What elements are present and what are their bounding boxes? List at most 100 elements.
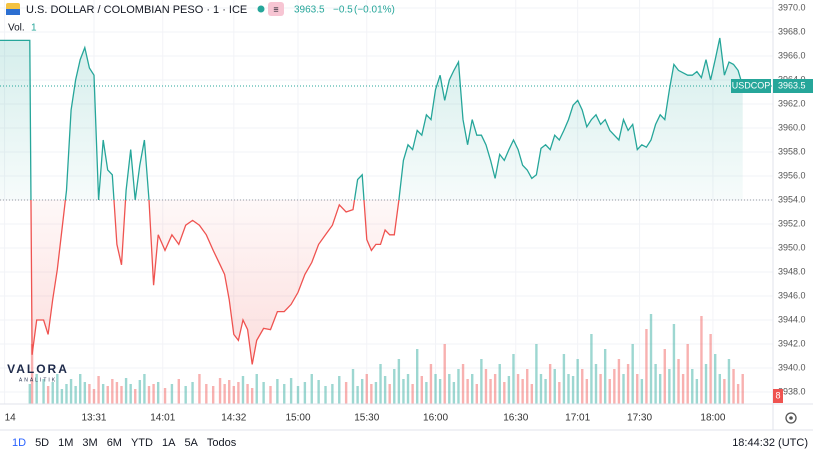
menu-icon[interactable]: ≡	[273, 4, 278, 14]
volume-bar	[672, 324, 676, 404]
volume-bar	[530, 384, 534, 404]
volume-bar	[434, 374, 437, 404]
volume-bar	[503, 382, 506, 404]
period-button[interactable]: 3M	[82, 437, 97, 449]
volume-bar	[138, 380, 142, 404]
volume-bar	[198, 374, 201, 404]
volume-bar	[425, 382, 428, 404]
volume-bar	[668, 369, 671, 404]
volume-bar	[489, 379, 492, 404]
menu-button[interactable]	[268, 2, 284, 16]
period-button[interactable]: Todos	[207, 437, 237, 449]
volume-bar	[211, 386, 215, 404]
period-button[interactable]: YTD	[131, 437, 153, 449]
volume-bar	[585, 379, 589, 404]
volume-bar	[241, 376, 245, 404]
period-button[interactable]: 1A	[162, 437, 176, 449]
volume-bar	[709, 334, 712, 404]
volume-bar	[356, 386, 359, 404]
volume-bar	[420, 376, 423, 404]
volume-bar	[590, 334, 593, 404]
volume-bar	[97, 376, 100, 404]
volume-bar	[539, 374, 543, 404]
volume-bar	[35, 374, 38, 404]
volume-bar	[402, 379, 405, 404]
baseline-area	[0, 38, 743, 365]
volume-bar	[461, 364, 465, 404]
period-button[interactable]: 6M	[107, 437, 122, 449]
volume-bar	[30, 344, 34, 404]
volume-bar	[516, 374, 520, 404]
volume-bar	[576, 359, 579, 404]
volume-bar	[228, 380, 231, 404]
x-tick-label: 17:01	[565, 413, 590, 424]
volume-bar	[649, 314, 653, 404]
volume-bar	[562, 354, 566, 404]
period-button[interactable]: 1M	[58, 437, 73, 449]
period-button[interactable]: 5A	[184, 437, 198, 449]
volume-bar	[553, 369, 556, 404]
volume-bar	[594, 364, 598, 404]
volume-bar	[365, 374, 368, 404]
y-tick-label: 3970.0	[778, 2, 806, 12]
volume-bar	[317, 380, 320, 404]
volume-bar	[411, 384, 414, 404]
volume-bar	[599, 374, 602, 404]
volume-bar	[636, 374, 639, 404]
volume-bar	[310, 374, 313, 404]
volume-bar	[250, 388, 254, 404]
volume-bar	[406, 374, 410, 404]
period-button[interactable]: 1D	[12, 437, 26, 449]
volume-bar	[457, 369, 460, 404]
x-tick-label: 15:00	[285, 413, 310, 424]
y-tick-label: 3954.0	[778, 194, 806, 204]
change-pct: (−0.01%)	[354, 5, 395, 16]
symbol-title: U.S. DOLLAR / COLOMBIAN PESO · 1 · ICE	[26, 4, 247, 16]
volume-bar	[608, 379, 611, 404]
volume-bar	[452, 382, 456, 404]
volume-bar	[374, 382, 378, 404]
y-tick-label: 3952.0	[778, 218, 806, 228]
volume-bar	[571, 376, 575, 404]
volume-bar	[379, 364, 382, 404]
x-tick-label: 14:32	[221, 413, 246, 424]
volume-bar	[732, 369, 735, 404]
volume-bar	[129, 384, 132, 404]
volume-bar	[51, 382, 54, 404]
volume-bar	[471, 374, 474, 404]
volume-bar	[429, 364, 433, 404]
volume-bar	[42, 379, 45, 404]
volume-tag	[773, 389, 783, 403]
x-tick-label: 16:00	[423, 413, 448, 424]
volume-bar	[276, 379, 279, 404]
volume-bar	[686, 344, 689, 404]
y-tick-label: 3960.0	[778, 122, 806, 132]
volume-bar	[727, 359, 731, 404]
volume-bar	[152, 384, 155, 404]
volume-bar	[156, 382, 160, 404]
volume-bar	[493, 374, 497, 404]
settings-icon-core[interactable]	[789, 416, 793, 420]
x-tick-label: 17:30	[627, 413, 652, 424]
volume-bar	[283, 384, 286, 404]
y-tick-label: 3946.0	[778, 290, 806, 300]
y-tick-label: 3950.0	[778, 242, 806, 252]
y-tick-label: 3968.0	[778, 26, 806, 36]
volume-bar	[397, 359, 401, 404]
y-tick-label: 3962.0	[778, 98, 806, 108]
settings-icon[interactable]	[785, 412, 797, 424]
clock: 18:44:32 (UTC)	[732, 437, 808, 449]
market-status	[257, 5, 265, 13]
volume-bar	[170, 384, 174, 404]
volume-bar	[617, 359, 621, 404]
volume-bar	[120, 386, 123, 404]
volume-bar	[654, 364, 657, 404]
volume-bar	[484, 369, 488, 404]
y-tick-label: 3942.0	[778, 338, 806, 348]
x-tick-label: 16:30	[503, 413, 528, 424]
y-tick-label: 3938.0	[778, 386, 806, 396]
period-button[interactable]: 5D	[35, 437, 49, 449]
price-tag	[773, 79, 813, 93]
volume-bar	[303, 382, 307, 404]
volume-bar	[448, 374, 451, 404]
